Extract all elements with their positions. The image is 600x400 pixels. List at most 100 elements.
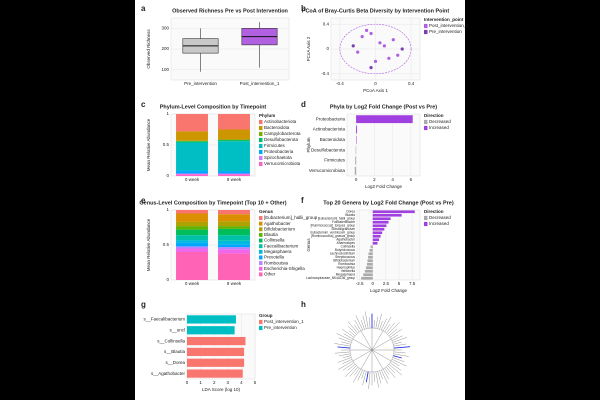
y-tick-label: Firmicutes bbox=[324, 158, 346, 163]
tree-branch bbox=[371, 338, 392, 351]
point bbox=[351, 44, 355, 48]
bar-segment bbox=[218, 240, 250, 245]
bar-segment bbox=[176, 240, 208, 243]
bar-segment bbox=[176, 246, 208, 249]
tree-branch bbox=[384, 367, 390, 375]
tree-branch bbox=[365, 371, 369, 383]
legend-label: Faecalibacterium bbox=[264, 243, 299, 248]
point bbox=[382, 44, 386, 48]
y-tick-label: Anaerostipes bbox=[337, 241, 356, 245]
tree-branch bbox=[348, 330, 356, 337]
x-tick-label: 6 bbox=[410, 177, 413, 182]
legend-label: Increased bbox=[429, 125, 449, 130]
bar-segment bbox=[218, 247, 250, 250]
bar bbox=[372, 227, 385, 231]
tree-branch bbox=[342, 359, 353, 365]
panel-label: e bbox=[141, 196, 146, 205]
tree-branch bbox=[354, 319, 362, 332]
x-tick-label: 1 bbox=[199, 380, 202, 385]
bar-segment bbox=[218, 244, 250, 248]
y-tick-label: 300 bbox=[161, 26, 169, 31]
legend-label: Verrucomicrobiota bbox=[264, 161, 301, 166]
tree-branch bbox=[334, 343, 351, 347]
chart-title: Phyla by Log2 Fold Change (Post vs Pre) bbox=[330, 104, 437, 110]
point bbox=[400, 47, 404, 51]
tree-branch bbox=[343, 333, 354, 340]
legend-label: Other bbox=[264, 272, 276, 277]
bar-segment bbox=[176, 131, 208, 141]
legend-label: Proteobacteria bbox=[264, 149, 294, 154]
y-tick-label: Subdoligranulum bbox=[331, 227, 355, 231]
chart-title: Phylum-Level Composition by Timepoint bbox=[160, 104, 267, 110]
legend-swatch bbox=[424, 119, 428, 125]
bar-segment bbox=[176, 235, 208, 241]
legend-label: Escherichia-Shigella bbox=[264, 266, 305, 271]
x-tick-label: 4 bbox=[240, 380, 243, 385]
legend-label: Campylobacterota bbox=[264, 131, 301, 136]
legend-label: Pre_intervention bbox=[264, 325, 297, 330]
bar-segment bbox=[218, 214, 250, 222]
y-tick-label: s__Blautia bbox=[164, 349, 186, 354]
point bbox=[373, 59, 378, 64]
bar-segment bbox=[176, 213, 208, 222]
bar bbox=[372, 241, 378, 245]
bar-segment bbox=[176, 170, 208, 174]
bar bbox=[364, 269, 373, 273]
legend-swatch bbox=[259, 221, 263, 226]
bar bbox=[187, 326, 235, 335]
y-axis-title: Genus bbox=[306, 238, 311, 252]
bar bbox=[368, 252, 373, 256]
bar bbox=[372, 238, 380, 242]
y-tick-label: -0.4 bbox=[321, 71, 329, 76]
tree-branch bbox=[379, 370, 383, 380]
tree-branch bbox=[362, 315, 367, 329]
x-tick-label: 8 week bbox=[227, 177, 242, 182]
y-tick-label: Collinsella bbox=[341, 245, 356, 249]
tree-branch bbox=[375, 316, 379, 329]
y-tick-label: s__Collinsella bbox=[157, 338, 185, 343]
bar-segment bbox=[176, 141, 208, 143]
y-tick-label: 1 bbox=[166, 207, 169, 212]
x-axis-title: Log2 Fold Change bbox=[365, 184, 403, 189]
tree-branch bbox=[361, 370, 365, 379]
y-tick-label: 1 bbox=[166, 111, 169, 116]
tree-branch bbox=[334, 351, 351, 354]
legend-swatch bbox=[259, 143, 263, 149]
y-tick-label: Proteobacteria bbox=[316, 116, 346, 121]
tree-branch bbox=[377, 371, 382, 384]
bar bbox=[372, 231, 383, 235]
bar-segment bbox=[176, 210, 208, 214]
x-tick-label: Pre_intervention bbox=[184, 81, 217, 86]
legend-swatch bbox=[259, 261, 263, 266]
plot-area bbox=[186, 313, 256, 380]
bar-segment bbox=[176, 248, 208, 252]
x-tick-label: Post_intervention_1 bbox=[240, 81, 280, 86]
point bbox=[396, 53, 400, 57]
tree-branch bbox=[338, 337, 352, 343]
y-tick-label: Blautia bbox=[345, 213, 355, 217]
legend-swatch bbox=[259, 149, 263, 155]
legend-label: [Eubacterium]_hallii_group bbox=[264, 215, 318, 220]
legend-title: Intervention_point bbox=[424, 17, 464, 22]
legend-swatch bbox=[259, 131, 263, 137]
tree-branch bbox=[342, 328, 355, 338]
tree-branch bbox=[385, 366, 396, 378]
y-tick-label: Bifidobacterium bbox=[333, 259, 355, 263]
legend-swatch bbox=[259, 227, 263, 232]
tree-branch bbox=[349, 366, 359, 377]
tree-branch bbox=[337, 346, 351, 349]
x-tick-label: -2.5 bbox=[356, 281, 364, 286]
y-tick-label: 100 bbox=[161, 67, 169, 72]
legend-label: Bacteroidota bbox=[264, 125, 290, 130]
x-tick-label: 2 bbox=[213, 380, 216, 385]
y-tick-label: [Ruminococcus]_gnavus_group bbox=[311, 234, 355, 238]
bar-segment bbox=[218, 174, 250, 176]
bar-segment bbox=[176, 229, 208, 236]
phylogenetic-tree bbox=[334, 311, 411, 389]
x-tick-label: 0 week bbox=[185, 281, 200, 286]
y-tick-label: Streptococcus bbox=[335, 255, 355, 259]
bar bbox=[372, 220, 389, 224]
legend-swatch bbox=[259, 319, 263, 325]
tree-branch bbox=[392, 357, 405, 363]
tree-branch bbox=[338, 360, 354, 370]
